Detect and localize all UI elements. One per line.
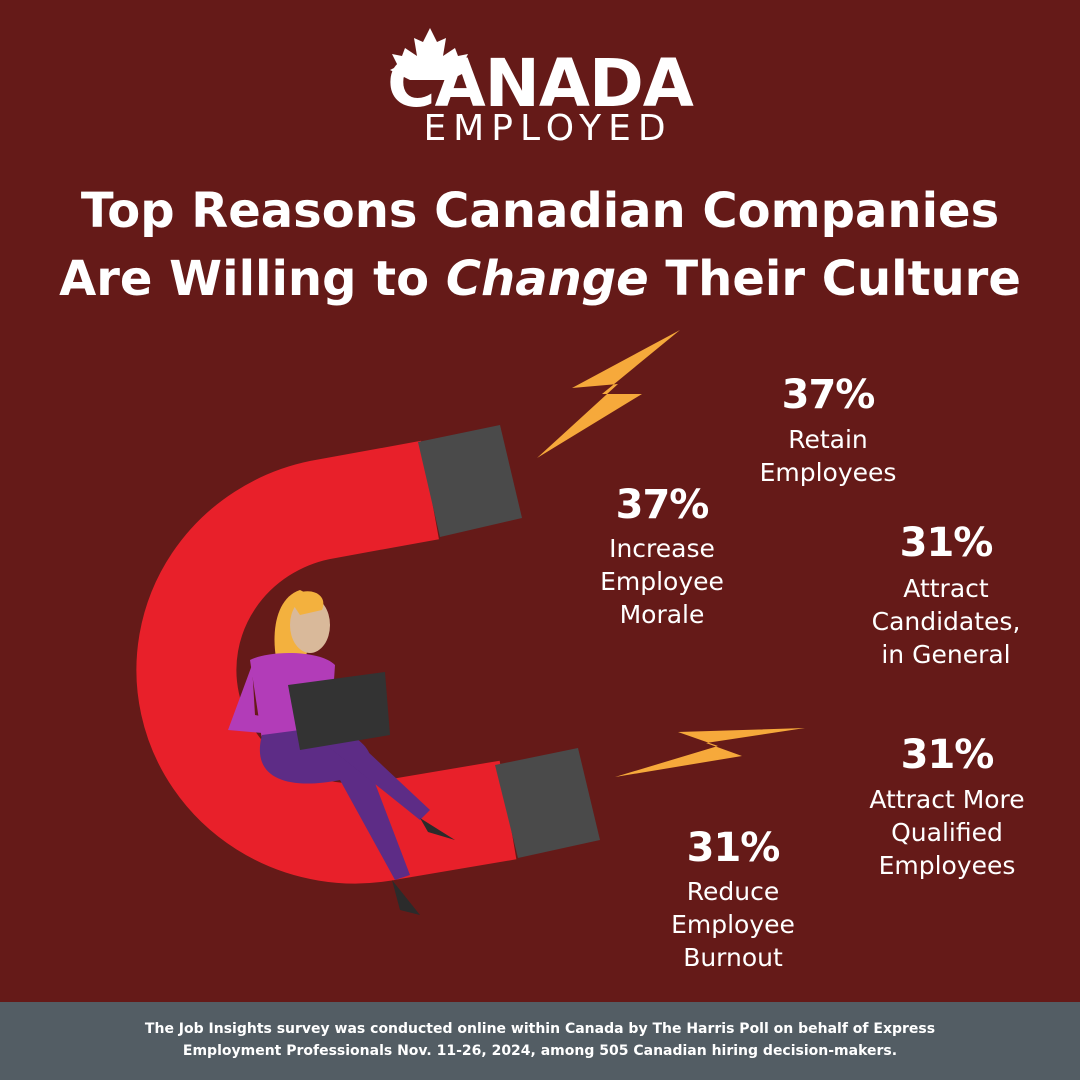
- stat-label: Employees: [879, 851, 1016, 880]
- logo-tagline: EMPLOYED: [423, 108, 672, 149]
- magnet-pole: [418, 425, 522, 537]
- stat-label: Burnout: [683, 943, 783, 972]
- magnet: [136, 440, 517, 884]
- stat-percent: 37%: [616, 482, 709, 528]
- lightning-bolt: [615, 728, 805, 777]
- stat-label: Retain: [788, 425, 868, 454]
- stat-label: Morale: [620, 600, 705, 629]
- stat-label: Candidates,: [872, 607, 1021, 636]
- title-line: Top Reasons Canadian Companies: [81, 183, 999, 239]
- footer-band: [0, 1002, 1080, 1080]
- title-line: Are Willing to Change Their Culture: [59, 251, 1021, 307]
- footer-text: Employment Professionals Nov. 11-26, 202…: [183, 1043, 897, 1059]
- title-emphasis: Change: [446, 251, 649, 307]
- stat-percent: 31%: [687, 825, 780, 871]
- stat-label: Qualified: [891, 818, 1003, 847]
- stat-label: Attract: [903, 574, 989, 603]
- stat-label: Employees: [760, 458, 897, 487]
- stat-label: Attract More: [869, 785, 1024, 814]
- logo-name: CANADA: [387, 45, 694, 122]
- stat-label: Employee: [600, 567, 724, 596]
- woman-illustration: [228, 590, 455, 915]
- magnet-pole: [495, 748, 600, 858]
- stat-percent: 37%: [782, 372, 875, 418]
- lightning-bolt: [537, 330, 680, 458]
- stat-label: Increase: [609, 534, 715, 563]
- stat-percent: 31%: [901, 732, 994, 778]
- stat-label: in General: [881, 640, 1010, 669]
- stat-label: Reduce: [687, 877, 779, 906]
- footer-text: The Job Insights survey was conducted on…: [145, 1021, 935, 1037]
- title-part: Their Culture: [665, 251, 1021, 307]
- stat-label: Employee: [671, 910, 795, 939]
- maple-leaf: [390, 28, 470, 80]
- title-part: Are Willing to: [59, 251, 429, 307]
- stat-percent: 31%: [900, 520, 993, 566]
